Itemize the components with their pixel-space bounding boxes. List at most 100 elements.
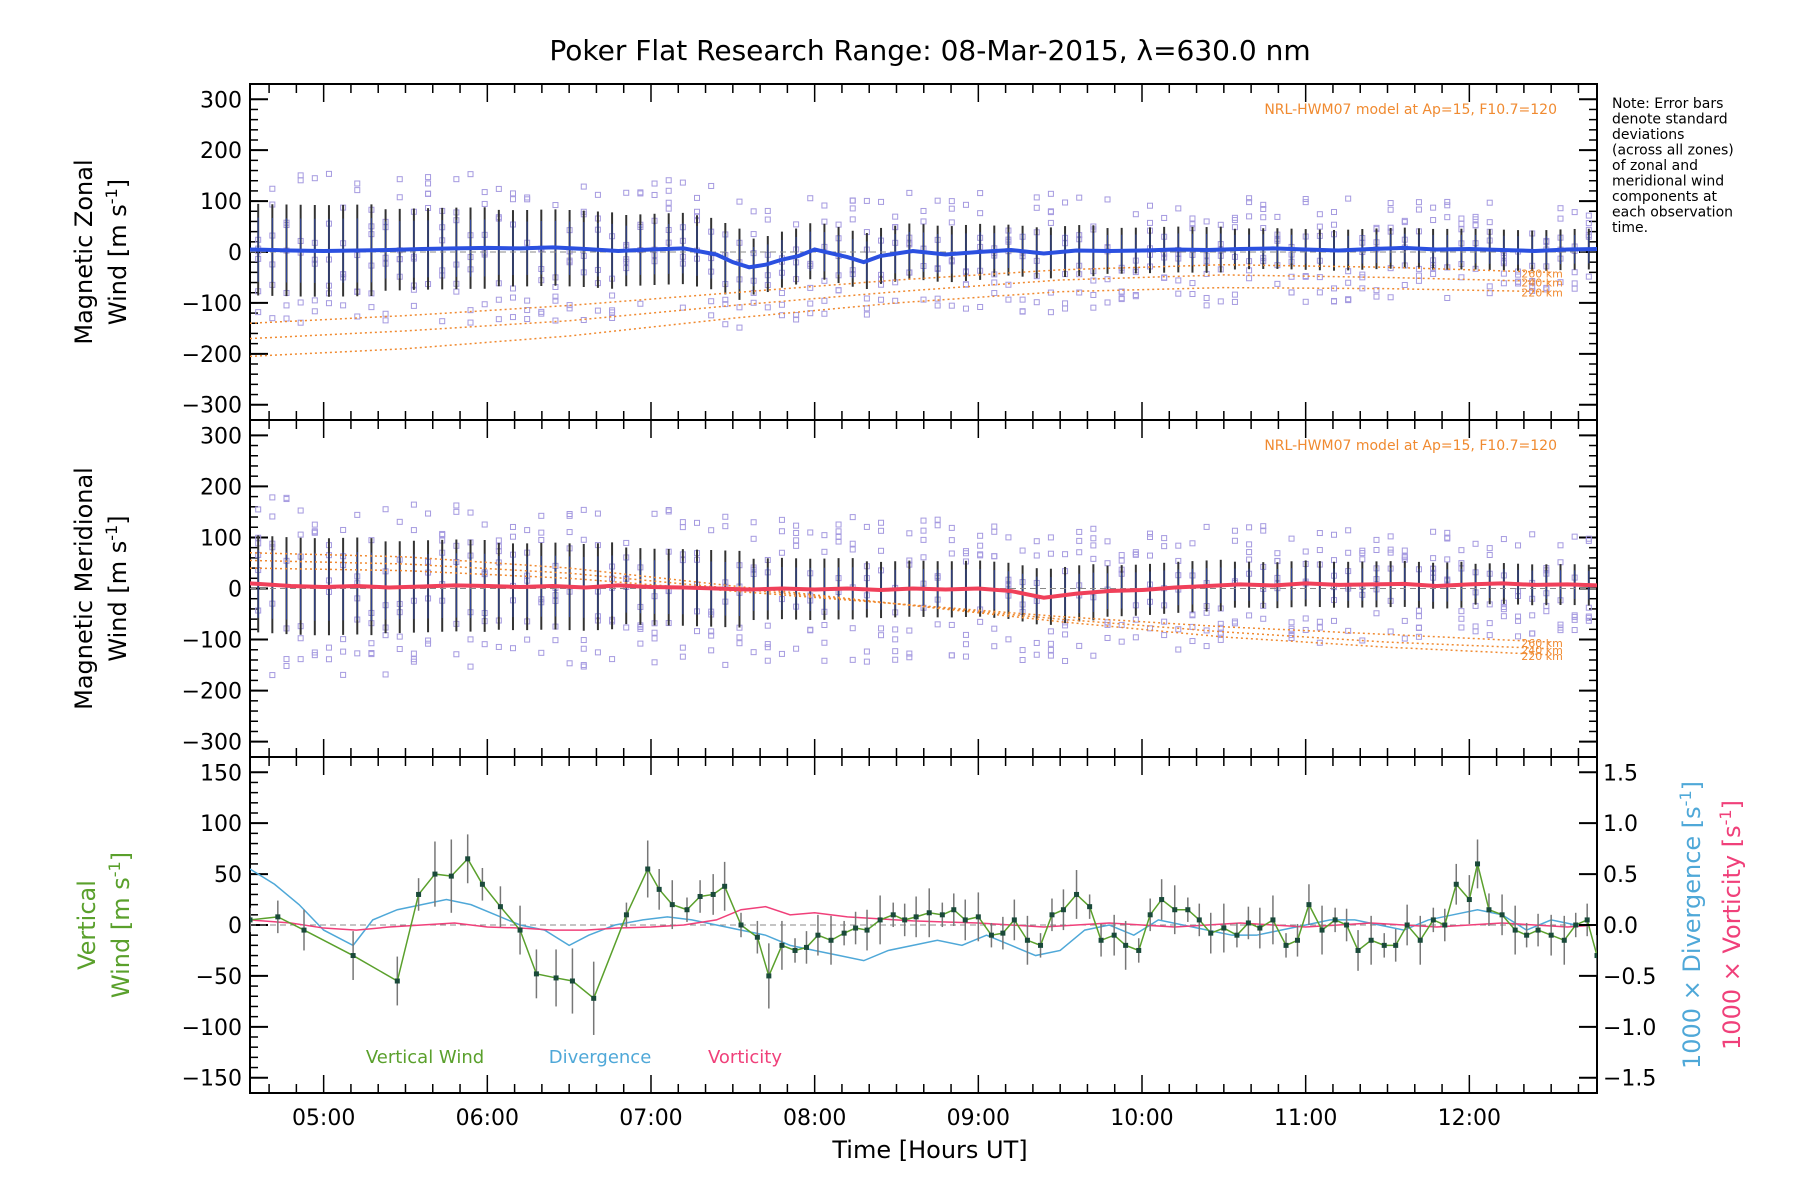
vertical-wind-point: [1524, 932, 1530, 938]
scatter-point: [977, 542, 984, 549]
scatter-point: [948, 652, 955, 659]
scatter-point: [1486, 620, 1493, 627]
scatter-point: [1401, 281, 1408, 288]
scatter-point: [1331, 285, 1338, 292]
x-tick-label: 10:00: [1110, 1106, 1173, 1131]
scatter-point: [481, 521, 488, 528]
scatter-point: [694, 519, 701, 526]
scatter-point: [1401, 547, 1408, 554]
scatter-point: [1515, 617, 1522, 624]
scatter-point: [1359, 637, 1366, 644]
scatter-point: [1430, 217, 1437, 224]
scatter-point: [1231, 527, 1238, 534]
scatter-point: [991, 523, 998, 530]
scatter-point: [368, 304, 375, 311]
scatter-point: [1033, 538, 1040, 545]
scatter-point: [552, 202, 559, 209]
scatter-point: [297, 177, 304, 184]
scatter-point: [1189, 221, 1196, 228]
scatter-point: [835, 534, 842, 541]
altitude-label: 220 km: [1521, 650, 1563, 663]
scatter-point: [340, 636, 347, 643]
scatter-point: [1359, 271, 1366, 278]
scatter-point: [878, 632, 885, 639]
scatter-point: [1033, 651, 1040, 658]
scatter-point: [1146, 552, 1153, 559]
scatter-point: [991, 528, 998, 535]
note-line: (across all zones): [1612, 143, 1734, 159]
scatter-point: [764, 304, 771, 311]
vertical-wind-point: [479, 881, 485, 887]
scatter-point: [1444, 198, 1451, 205]
scatter-point: [481, 641, 488, 648]
scatter-point: [410, 527, 417, 534]
scatter-point: [1062, 631, 1069, 638]
scatter-point: [1430, 528, 1437, 535]
scatter-point: [651, 191, 658, 198]
vertical-wind-point: [1257, 925, 1263, 931]
scatter-point: [1090, 652, 1097, 659]
scatter-point: [778, 528, 785, 535]
vertical-wind-point: [1136, 947, 1142, 953]
scatter-point: [382, 671, 389, 678]
scatter-point: [1458, 615, 1465, 622]
scatter-point: [821, 621, 828, 628]
scatter-point: [1161, 274, 1168, 281]
scatter-point: [948, 302, 955, 309]
scatter-point: [849, 514, 856, 521]
scatter-point: [764, 657, 771, 664]
scatter-point: [453, 176, 460, 183]
model-curve: [250, 559, 1552, 650]
scatter-point: [1415, 633, 1422, 640]
x-tick-label: 05:00: [292, 1106, 355, 1131]
scatter-point: [1104, 634, 1111, 641]
scatter-point: [849, 625, 856, 632]
altitude-label: 240 km: [1521, 277, 1563, 290]
scatter-point: [594, 649, 601, 656]
scatter-point: [991, 625, 998, 632]
scatter-point: [311, 308, 318, 315]
scatter-point: [651, 510, 658, 517]
scatter-point: [1090, 277, 1097, 284]
vertical-wind-point: [1548, 932, 1554, 938]
scatter-point: [807, 300, 814, 307]
vertical-wind-point: [416, 891, 422, 897]
scatter-point: [1189, 291, 1196, 298]
scatter-point: [311, 521, 318, 528]
scatter-point: [1345, 527, 1352, 534]
scatter-point: [580, 662, 587, 669]
scatter-point: [962, 281, 969, 288]
scatter-point: [1062, 300, 1069, 307]
scatter-point: [1047, 646, 1054, 653]
vertical-wind-point: [553, 975, 559, 981]
y-tick-label: 200: [200, 475, 242, 500]
scatter-point: [821, 532, 828, 539]
scatter-point: [920, 296, 927, 303]
scatter-point: [778, 650, 785, 657]
scatter-point: [1515, 280, 1522, 287]
scatter-point: [736, 198, 743, 205]
right-tick-label: 1.0: [1603, 812, 1638, 837]
zonal-wind-panel: 300 200 100 0 −100 −200 −300 Magnetic Zonal Wind…: [70, 83, 1598, 421]
scatter-point: [1260, 527, 1267, 534]
scatter-point: [750, 519, 757, 526]
vertical-wind-point: [1594, 953, 1597, 959]
scatter-point: [962, 631, 969, 638]
vertical-wind-point: [1442, 922, 1448, 928]
vertical-wind-point: [1486, 907, 1492, 913]
scatter-point: [665, 187, 672, 194]
vertical-wind-point: [1381, 942, 1387, 948]
scatter-point: [1246, 541, 1253, 548]
scatter-point: [1430, 204, 1437, 211]
scatter-point: [1161, 535, 1168, 542]
scatter-point: [1444, 529, 1451, 536]
scatter-point: [1486, 551, 1493, 558]
vertical-wind-point: [722, 883, 728, 889]
scatter-point: [651, 629, 658, 636]
scatter-point: [1047, 208, 1054, 215]
scatter-point: [1415, 199, 1422, 206]
scatter-point: [269, 513, 276, 520]
scatter-point: [1316, 274, 1323, 281]
y-tick-label: −200: [182, 680, 242, 705]
scatter-point: [1189, 540, 1196, 547]
